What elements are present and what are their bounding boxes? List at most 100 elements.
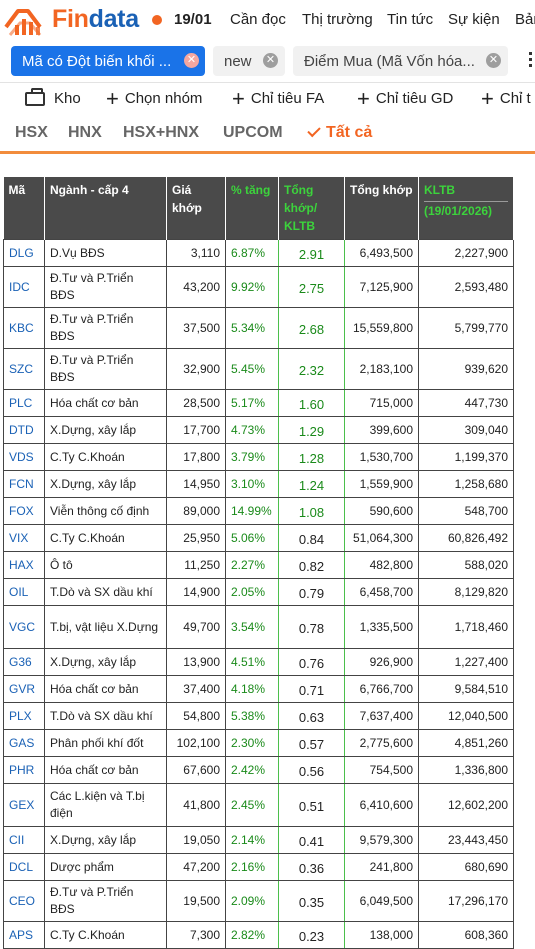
col-header-ma[interactable]: Mã [3, 177, 45, 240]
tab-hnx[interactable]: HNX [68, 124, 102, 141]
nav-thi-truong[interactable]: Thị trường [302, 11, 373, 28]
cell-ma[interactable]: PHR [3, 756, 45, 784]
more-vertical-icon[interactable] [529, 52, 533, 70]
cell-ma[interactable]: PLC [3, 389, 45, 417]
cell-ma[interactable]: GVR [3, 675, 45, 703]
cell-ma[interactable]: SZC [3, 348, 45, 390]
cell-tang: 4.73% [225, 416, 279, 444]
table-row[interactable]: KBC Đ.Tư và P.Triển BĐS 37,500 5.34% 2.68 15,… [3, 307, 514, 349]
table-row[interactable]: DLG D.Vụ BĐS 3,110 6.87% 2.91 6,493,500 2,227,… [3, 239, 514, 267]
cell-ma[interactable]: DCL [3, 853, 45, 881]
cell-tang: 5.17% [225, 389, 279, 417]
filter-tab-new[interactable]: new ✕ [213, 46, 285, 76]
cell-tong: 1,530,700 [344, 443, 419, 471]
cell-ma[interactable]: VGC [3, 605, 45, 649]
cell-tang: 14.99% [225, 497, 279, 525]
kltb-label: KLTB [424, 183, 456, 197]
table-row[interactable]: FOX Viễn thông cố định 89,000 14.99% 1.08 590… [3, 497, 514, 525]
col-header-tang[interactable]: % tăng [225, 177, 279, 240]
table-row[interactable]: DCL Dược phẩm 47,200 2.16% 0.36 241,800 680,69… [3, 853, 514, 881]
toolbar: Kho + Chọn nhóm + Chỉ tiêu FA + Chỉ tiêu GD… [0, 84, 535, 116]
cell-gia: 32,900 [166, 348, 226, 390]
close-icon[interactable]: ✕ [486, 53, 501, 68]
col-header-tong[interactable]: Tổng khớp [344, 177, 419, 240]
col-header-kltb[interactable]: KLTB (19/01/2026) [418, 177, 514, 240]
nav-tin-tuc[interactable]: Tin tức [387, 11, 434, 28]
col-header-ratio[interactable]: Tổng khớp/ KLTB [278, 177, 345, 240]
table-row[interactable]: GEX Các L.kiện và T.bị điện 41,800 2.45% 0.5… [3, 783, 514, 827]
cell-gia: 28,500 [166, 389, 226, 417]
chi-tieu-fa-button[interactable]: + Chỉ tiêu FA [232, 88, 324, 110]
chon-nhom-button[interactable]: + Chọn nhóm [106, 88, 202, 110]
cell-ma[interactable]: PLX [3, 702, 45, 730]
nav-ban[interactable]: Bản [515, 11, 535, 28]
cell-nganh: D.Vụ BĐS [44, 239, 167, 267]
table-row[interactable]: DTD X.Dựng, xây lắp 17,700 4.73% 1.29 399,600… [3, 416, 514, 444]
table-row[interactable]: APS C.Ty C.Khoán 7,300 2.82% 0.23 138,000 608,… [3, 921, 514, 949]
table-row[interactable]: PLC Hóa chất cơ bản 28,500 5.17% 1.60 715,000… [3, 389, 514, 417]
cell-tang: 2.05% [225, 578, 279, 606]
tab-hsx[interactable]: HSX [15, 124, 48, 141]
table-row[interactable]: GVR Hóa chất cơ bản 37,400 4.18% 0.71 6,766,7… [3, 675, 514, 703]
table-row[interactable]: VGC T.bị, vật liệu X.Dựng 49,700 3.54% 0.78 1… [3, 605, 514, 649]
chi-tieu-more-button[interactable]: + Chỉ t [481, 88, 531, 110]
tab-upcom[interactable]: UPCOM [223, 124, 283, 141]
cell-ma[interactable]: FOX [3, 497, 45, 525]
cell-ma[interactable]: OIL [3, 578, 45, 606]
cell-ma[interactable]: FCN [3, 470, 45, 498]
nav-can-doc[interactable]: Cần đọc [230, 11, 286, 28]
cell-ma[interactable]: GEX [3, 783, 45, 827]
cell-ma[interactable]: HAX [3, 551, 45, 579]
table-row[interactable]: PLX T.Dò và SX dầu khí 54,800 5.38% 0.63 7,63… [3, 702, 514, 730]
table-row[interactable]: FCN X.Dựng, xây lắp 14,950 3.10% 1.24 1,559,9… [3, 470, 514, 498]
table-row[interactable]: PHR Hóa chất cơ bản 67,600 2.42% 0.56 754,500… [3, 756, 514, 784]
cell-kltb: 680,690 [418, 853, 514, 881]
cell-gia: 14,900 [166, 578, 226, 606]
cell-ma[interactable]: G36 [3, 648, 45, 676]
cell-ma[interactable]: CII [3, 826, 45, 854]
cell-gia: 3,110 [166, 239, 226, 267]
cell-nganh: T.Dò và SX dầu khí [44, 578, 167, 606]
col-header-gia[interactable]: Giá khớp [166, 177, 226, 240]
cell-ratio: 2.68 [278, 307, 345, 349]
table-row[interactable]: HAX Ô tô 11,250 2.27% 0.82 482,800 588,020 [3, 551, 514, 579]
cell-ma[interactable]: KBC [3, 307, 45, 349]
table-row[interactable]: CII X.Dựng, xây lắp 19,050 2.14% 0.41 9,579,3… [3, 826, 514, 854]
chi-tieu-gd-button[interactable]: + Chỉ tiêu GD [357, 88, 453, 110]
cell-ma[interactable]: CEO [3, 880, 45, 922]
nav-su-kien[interactable]: Sự kiện [448, 11, 500, 28]
cell-tong: 241,800 [344, 853, 419, 881]
cell-kltb: 309,040 [418, 416, 514, 444]
cell-ma[interactable]: APS [3, 921, 45, 949]
col-header-nganh[interactable]: Ngành - cấp 4 [44, 177, 167, 240]
table-row[interactable]: VDS C.Ty C.Khoán 17,800 3.79% 1.28 1,530,700 1… [3, 443, 514, 471]
cell-gia: 17,700 [166, 416, 226, 444]
cell-ma[interactable]: VDS [3, 443, 45, 471]
table-row[interactable]: SZC Đ.Tư và P.Triển BĐS 32,900 5.45% 2.32 2,1… [3, 348, 514, 390]
kho-button[interactable]: Kho [25, 88, 81, 107]
tab-hsx-hnx[interactable]: HSX+HNX [123, 124, 200, 141]
table-row[interactable]: G36 X.Dựng, xây lắp 13,900 4.51% 0.76 926,900… [3, 648, 514, 676]
cell-ma[interactable]: GAS [3, 729, 45, 757]
cell-ratio: 2.91 [278, 239, 345, 267]
cell-nganh: Dược phẩm [44, 853, 167, 881]
brand-name[interactable]: Findata [52, 5, 139, 33]
table-row[interactable]: GAS Phân phối khí đốt 102,100 2.30% 0.57 2,77… [3, 729, 514, 757]
filter-tab-diem-mua[interactable]: Điểm Mua (Mã Vốn hóa... ✕ [293, 46, 508, 76]
table-row[interactable]: OIL T.Dò và SX dầu khí 14,900 2.05% 0.79 6,45… [3, 578, 514, 606]
table-row[interactable]: IDC Đ.Tư và P.Triển BĐS 43,200 9.92% 2.75 7,1… [3, 266, 514, 308]
tab-tat-ca[interactable]: Tất cả [307, 123, 372, 142]
filter-tab-dot-bien[interactable]: Mã có Đột biến khối ... ✕ [11, 46, 205, 76]
cell-ma[interactable]: IDC [3, 266, 45, 308]
cell-nganh: T.bị, vật liệu X.Dựng [44, 605, 167, 649]
cell-ma[interactable]: DLG [3, 239, 45, 267]
cell-ma[interactable]: VIX [3, 524, 45, 552]
logo-icon[interactable] [4, 5, 50, 37]
cell-ma[interactable]: DTD [3, 416, 45, 444]
close-icon[interactable]: ✕ [263, 53, 278, 68]
table-row[interactable]: VIX C.Ty C.Khoán 25,950 5.06% 0.84 51,064,300… [3, 524, 514, 552]
table-row[interactable]: CEO Đ.Tư và P.Triển BĐS 19,500 2.09% 0.35 6,0… [3, 880, 514, 922]
close-icon[interactable]: ✕ [184, 53, 199, 68]
plus-icon: + [106, 86, 119, 111]
cell-tong: 15,559,800 [344, 307, 419, 349]
